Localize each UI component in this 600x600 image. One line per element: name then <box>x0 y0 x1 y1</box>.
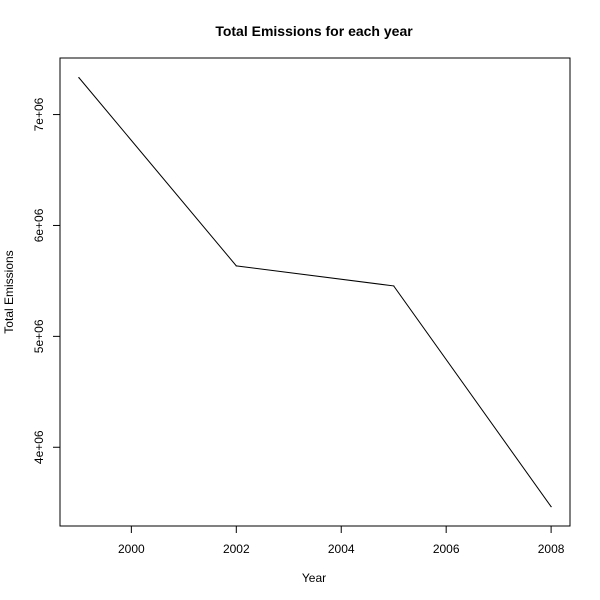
chart-title: Total Emissions for each year <box>215 23 413 39</box>
x-axis-label: Year <box>302 571 326 585</box>
data-point-2002 <box>235 265 237 267</box>
y-tick-label-5e+06: 5e+06 <box>32 319 46 353</box>
x-tick-label-2008: 2008 <box>538 542 565 556</box>
data-point-1999 <box>78 77 80 79</box>
x-axis: 2000 2002 2004 2006 2008 <box>118 526 565 556</box>
x-tick-label-2002: 2002 <box>223 542 250 556</box>
y-tick-label-7e+06: 7e+06 <box>32 97 46 131</box>
y-axis: 4e+06 5e+06 6e+06 7e+06 <box>32 97 60 464</box>
data-point-2008 <box>550 506 552 508</box>
series-line <box>78 77 552 507</box>
x-tick-label-2000: 2000 <box>118 542 145 556</box>
plot-frame <box>59 57 571 527</box>
data-points <box>78 77 552 508</box>
y-tick-label-6e+06: 6e+06 <box>32 208 46 242</box>
y-tick-label-4e+06: 4e+06 <box>32 430 46 464</box>
x-tick-label-2004: 2004 <box>328 542 355 556</box>
data-point-2005 <box>393 285 395 287</box>
x-tick-label-2006: 2006 <box>433 542 460 556</box>
y-axis-label: Total Emissions <box>2 250 16 333</box>
